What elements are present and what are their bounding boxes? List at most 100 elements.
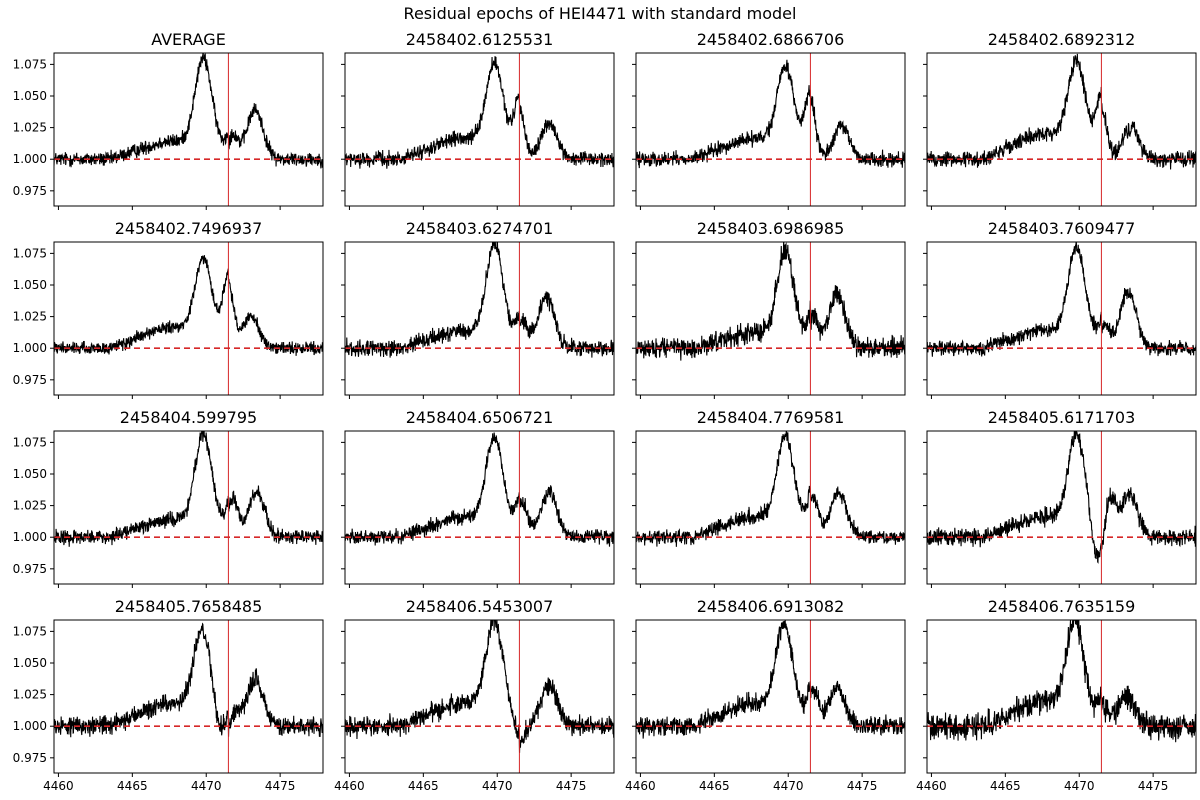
spectrum-line — [54, 255, 323, 356]
panel: 2458405.7658485 4460 4465 4470 4475 0.975 1.00… — [13, 597, 324, 793]
spectrum-line — [54, 622, 323, 738]
axes-frame — [926, 619, 1197, 774]
y-tick-label: 1.025 — [13, 310, 47, 324]
panel: 2458403.6274701 — [341, 219, 615, 399]
panel-title: 2458406.6913082 — [697, 597, 845, 616]
y-tick-label: 0.975 — [13, 562, 47, 576]
panel-title: 2458406.7635159 — [988, 597, 1136, 616]
x-tick-label: 4465 — [408, 779, 439, 793]
y-tick-label: 1.050 — [13, 656, 47, 670]
axes-frame — [344, 430, 615, 585]
panel: AVERAGE 0.975 1.000 1.025 1.050 1.075 — [13, 30, 324, 210]
spectrum-line — [345, 432, 614, 547]
axes-frame — [53, 619, 324, 774]
x-tick-label: 4475 — [1138, 779, 1169, 793]
x-tick-label: 4470 — [1064, 779, 1095, 793]
y-tick-label: 1.000 — [13, 530, 47, 544]
y-tick-label: 1.000 — [13, 341, 47, 355]
x-tick-label: 4465 — [117, 779, 148, 793]
axes-frame — [344, 52, 615, 207]
panel: 2458406.5453007 4460 4465 4470 4475 — [334, 597, 615, 793]
panel-title: 2458404.599795 — [120, 408, 257, 427]
y-tick-label: 1.075 — [13, 57, 47, 71]
panel-title: 2458403.7609477 — [988, 219, 1136, 238]
panel-title: 2458404.6506721 — [406, 408, 554, 427]
x-tick-label: 4460 — [334, 779, 365, 793]
x-tick-label: 4470 — [191, 779, 222, 793]
spectrum-line — [54, 53, 323, 169]
panel: 2458405.6171703 — [923, 408, 1197, 588]
panel-title: 2458404.7769581 — [697, 408, 845, 427]
spectrum-line — [345, 56, 614, 169]
axes-frame — [53, 430, 324, 585]
panel: 2458406.6913082 4460 4465 4470 4475 — [625, 597, 906, 793]
panel-title: 2458406.5453007 — [406, 597, 554, 616]
y-tick-label: 1.075 — [13, 624, 47, 638]
y-tick-label: 1.025 — [13, 499, 47, 513]
panel-title: 2458403.6986985 — [697, 219, 845, 238]
spectrum-line — [927, 53, 1196, 170]
axes-frame — [635, 430, 906, 585]
x-tick-label: 4475 — [556, 779, 587, 793]
spectrum-line — [345, 620, 614, 753]
x-tick-label: 4465 — [699, 779, 730, 793]
panel: 2458402.6866706 — [632, 30, 906, 210]
panel-title: 2458405.6171703 — [988, 408, 1136, 427]
panel: 2458404.599795 0.975 1.000 1.025 1.050 1.075 — [13, 408, 324, 588]
spectrum-line — [345, 242, 614, 358]
axes-frame — [635, 241, 906, 396]
panel: 2458402.6125531 — [341, 30, 615, 210]
x-tick-label: 4470 — [773, 779, 804, 793]
axes-frame — [53, 241, 324, 396]
axes-frame — [926, 430, 1197, 585]
y-tick-label: 1.025 — [13, 688, 47, 702]
y-tick-label: 1.025 — [13, 121, 47, 135]
y-tick-label: 0.975 — [13, 373, 47, 387]
y-tick-label: 0.975 — [13, 184, 47, 198]
panel: 2458406.7635159 4460 4465 4470 4475 — [916, 597, 1197, 793]
y-tick-label: 0.975 — [13, 751, 47, 765]
y-tick-label: 1.075 — [13, 246, 47, 260]
x-tick-label: 4460 — [916, 779, 947, 793]
axes-frame — [635, 52, 906, 207]
axes-frame — [926, 241, 1197, 396]
panel: 2458404.7769581 — [632, 408, 906, 588]
x-tick-label: 4460 — [625, 779, 656, 793]
y-tick-label: 1.050 — [13, 467, 47, 481]
spectrum-line — [636, 431, 905, 547]
panel-title: 2458402.6892312 — [988, 30, 1136, 49]
y-tick-label: 1.050 — [13, 278, 47, 292]
panel: 2458403.7609477 — [923, 219, 1197, 399]
axes-frame — [344, 241, 615, 396]
panel-grid: AVERAGE0.9751.0001.0251.0501.0752458402.… — [13, 30, 1197, 793]
panel-title: 2458402.6125531 — [406, 30, 554, 49]
x-tick-label: 4475 — [265, 779, 296, 793]
y-tick-label: 1.000 — [13, 719, 47, 733]
panel-title: AVERAGE — [151, 30, 226, 49]
x-tick-label: 4475 — [847, 779, 878, 793]
panel: 2458402.6892312 — [923, 30, 1197, 210]
y-tick-label: 1.000 — [13, 152, 47, 166]
spectrum-line — [927, 620, 1196, 743]
x-tick-label: 4465 — [990, 779, 1021, 793]
x-tick-label: 4470 — [482, 779, 513, 793]
spectrum-line — [636, 242, 905, 361]
axes-frame — [635, 619, 906, 774]
figure-title: Residual epochs of HEI4471 with standard… — [404, 4, 797, 23]
spectrum-line — [636, 620, 905, 739]
panel: 2458402.7496937 0.975 1.000 1.025 1.050 1.075 — [13, 219, 324, 399]
panel: 2458404.6506721 — [341, 408, 615, 588]
y-tick-label: 1.050 — [13, 89, 47, 103]
panel-title: 2458403.6274701 — [406, 219, 554, 238]
axes-frame — [926, 52, 1197, 207]
x-tick-label: 4460 — [43, 779, 74, 793]
panel: 2458403.6986985 — [632, 219, 906, 399]
panel-title: 2458402.7496937 — [115, 219, 263, 238]
axes-frame — [344, 619, 615, 774]
panel-title: 2458405.7658485 — [115, 597, 263, 616]
y-tick-label: 1.075 — [13, 435, 47, 449]
panel-title: 2458402.6866706 — [697, 30, 845, 49]
axes-frame — [53, 52, 324, 207]
